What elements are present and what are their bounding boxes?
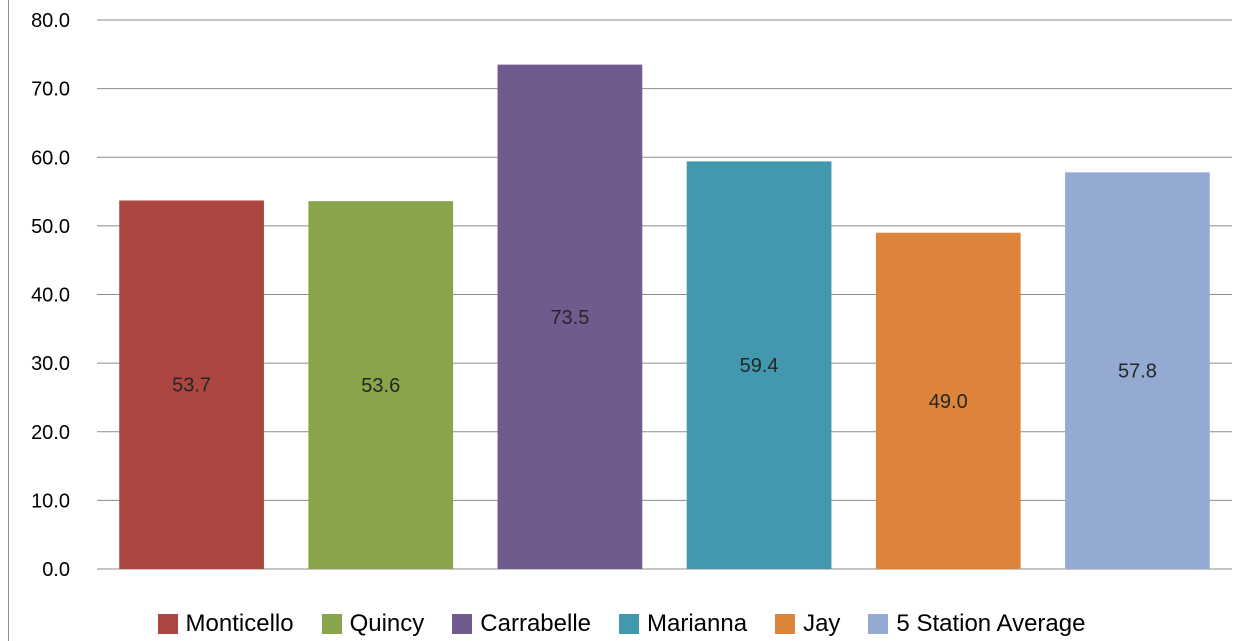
legend-swatch bbox=[775, 614, 796, 634]
legend-swatch bbox=[157, 614, 178, 634]
bars bbox=[119, 64, 1210, 570]
gridlines bbox=[97, 19, 1232, 570]
bar-monticello bbox=[119, 200, 264, 569]
y-axis-tick-labels: 0.0 10.0 20.0 30.0 40.0 50.0 60.0 70.0 80.0 bbox=[31, 10, 70, 581]
legend-swatch bbox=[619, 614, 639, 634]
data-label: 57.8 bbox=[1118, 361, 1157, 383]
legend-label: Jay bbox=[803, 610, 841, 637]
legend-swatch bbox=[321, 614, 342, 634]
legend-item: Monticello bbox=[157, 610, 294, 638]
bar-quincy bbox=[308, 201, 454, 570]
legend-item: 5 Station Average bbox=[868, 610, 1085, 638]
legend-label: Quincy bbox=[349, 610, 425, 637]
y-tick-label: 70.0 bbox=[31, 79, 70, 101]
legend-item: Carrabelle bbox=[452, 610, 591, 638]
y-tick-label: 60.0 bbox=[31, 147, 70, 169]
legend: Monticello Quincy Carrabelle Marianna Jay 5 S… bbox=[0, 607, 1243, 641]
y-tick-label: 30.0 bbox=[31, 353, 70, 375]
data-labels: 53.7 53.6 73.5 59.4 49.0 57.8 bbox=[172, 307, 1157, 413]
data-label: 59.4 bbox=[740, 355, 779, 377]
legend-swatch bbox=[452, 614, 473, 634]
bar-carrabelle bbox=[497, 64, 643, 569]
legend-label: Carrabelle bbox=[480, 610, 591, 637]
y-tick-label: 20.0 bbox=[31, 422, 70, 444]
y-tick-label: 0.0 bbox=[42, 559, 70, 581]
chart-frame bbox=[8, 0, 1243, 641]
y-tick-label: 40.0 bbox=[31, 285, 70, 307]
legend-label: Marianna bbox=[647, 610, 748, 637]
bar-jay bbox=[875, 232, 1021, 570]
legend-swatch bbox=[868, 614, 889, 634]
y-tick-label: 80.0 bbox=[31, 10, 70, 32]
legend-label: 5 Station Average bbox=[896, 610, 1086, 637]
data-label: 53.7 bbox=[172, 375, 211, 397]
legend-item: Quincy bbox=[321, 610, 425, 638]
bar-chart: 0.0 10.0 20.0 30.0 40.0 50.0 60.0 70.0 80.0 53.7… bbox=[31, 10, 1232, 581]
data-label: 73.5 bbox=[550, 307, 589, 329]
data-label: 49.0 bbox=[929, 391, 968, 413]
legend-item: Marianna bbox=[619, 610, 747, 638]
bar-5-station-average bbox=[1065, 172, 1210, 569]
y-tick-label: 50.0 bbox=[31, 216, 70, 238]
legend-item: Jay bbox=[775, 610, 840, 638]
legend-label: Monticello bbox=[185, 610, 294, 637]
y-tick-label: 10.0 bbox=[31, 490, 70, 512]
data-label: 53.6 bbox=[361, 375, 400, 397]
bar-marianna bbox=[686, 161, 832, 569]
